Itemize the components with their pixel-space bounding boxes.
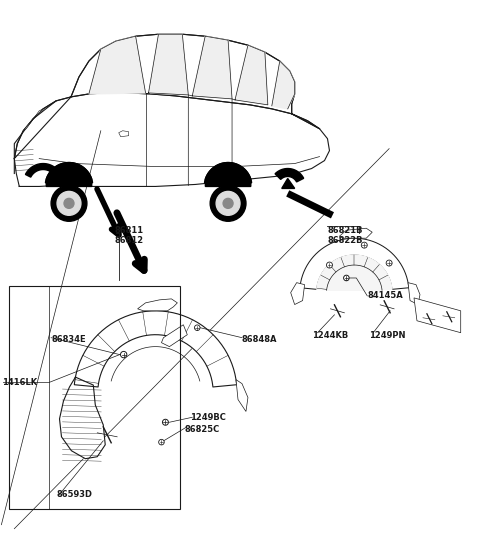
Text: 1416LK: 1416LK bbox=[2, 378, 37, 387]
Polygon shape bbox=[60, 377, 105, 459]
Polygon shape bbox=[74, 311, 237, 387]
Circle shape bbox=[194, 325, 200, 330]
Polygon shape bbox=[192, 36, 232, 99]
Text: 86812: 86812 bbox=[115, 236, 144, 244]
Polygon shape bbox=[119, 131, 129, 136]
Polygon shape bbox=[89, 36, 145, 94]
Text: 86821B: 86821B bbox=[327, 226, 363, 235]
Polygon shape bbox=[14, 93, 329, 186]
Polygon shape bbox=[25, 163, 61, 177]
Polygon shape bbox=[414, 298, 461, 333]
Polygon shape bbox=[138, 299, 178, 311]
Polygon shape bbox=[46, 163, 93, 185]
Polygon shape bbox=[46, 163, 92, 186]
Circle shape bbox=[57, 191, 81, 215]
Polygon shape bbox=[291, 283, 305, 305]
Polygon shape bbox=[23, 109, 43, 131]
Circle shape bbox=[344, 275, 349, 281]
Text: 86834E: 86834E bbox=[51, 335, 86, 344]
Polygon shape bbox=[317, 255, 392, 290]
Polygon shape bbox=[14, 34, 320, 158]
Polygon shape bbox=[205, 163, 251, 186]
Polygon shape bbox=[272, 61, 295, 109]
Text: 86848A: 86848A bbox=[242, 335, 277, 344]
Text: 86825C: 86825C bbox=[184, 425, 219, 433]
Circle shape bbox=[120, 351, 127, 358]
Circle shape bbox=[162, 419, 168, 425]
Polygon shape bbox=[282, 179, 295, 189]
Polygon shape bbox=[275, 169, 304, 182]
Text: 1249PN: 1249PN bbox=[369, 331, 406, 340]
Text: 1249BC: 1249BC bbox=[190, 413, 226, 422]
Polygon shape bbox=[339, 228, 372, 238]
Polygon shape bbox=[235, 45, 268, 105]
Circle shape bbox=[216, 191, 240, 215]
Text: 1244KB: 1244KB bbox=[312, 331, 348, 340]
Polygon shape bbox=[204, 163, 252, 185]
Circle shape bbox=[326, 262, 333, 268]
Circle shape bbox=[64, 198, 74, 208]
Text: 86593D: 86593D bbox=[56, 490, 92, 499]
Polygon shape bbox=[161, 325, 187, 347]
Circle shape bbox=[159, 439, 164, 445]
Polygon shape bbox=[236, 380, 248, 412]
Text: 86822B: 86822B bbox=[327, 236, 363, 244]
Circle shape bbox=[51, 185, 87, 221]
Circle shape bbox=[361, 242, 367, 248]
Polygon shape bbox=[148, 34, 188, 95]
Circle shape bbox=[210, 185, 246, 221]
Text: 84145A: 84145A bbox=[367, 292, 403, 300]
Circle shape bbox=[223, 198, 233, 208]
Polygon shape bbox=[300, 238, 409, 289]
Circle shape bbox=[386, 260, 392, 266]
Text: 86811: 86811 bbox=[115, 226, 144, 235]
Polygon shape bbox=[408, 283, 420, 305]
